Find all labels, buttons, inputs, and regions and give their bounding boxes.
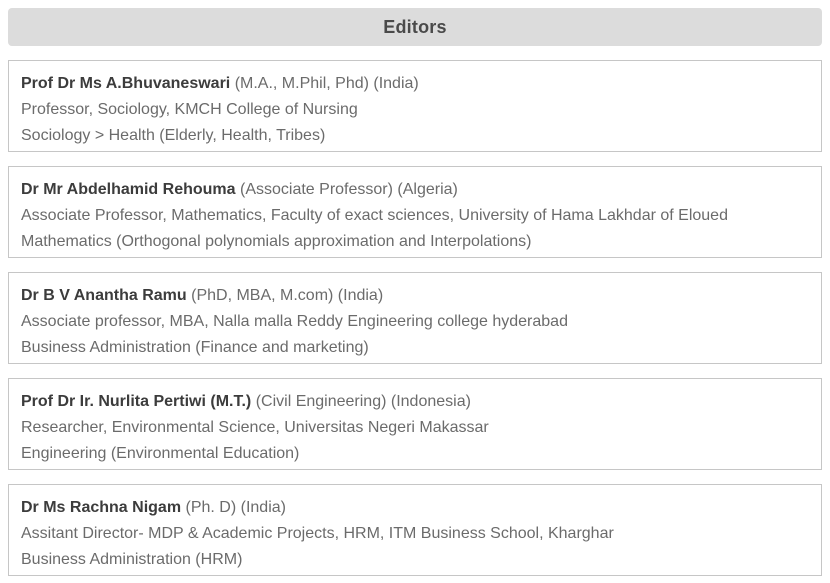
editor-card: Dr B V Anantha Ramu (PhD, MBA, M.com) (I… [8, 272, 822, 364]
editor-subjects: Mathematics (Orthogonal polynomials appr… [21, 233, 532, 250]
editor-qualifications: (Associate Professor) (Algeria) [240, 181, 458, 198]
editor-qualifications: (PhD, MBA, M.com) (India) [191, 287, 384, 304]
editor-name: Dr B V Anantha Ramu [21, 287, 187, 304]
editor-subjects: Business Administration (HRM) [21, 551, 243, 568]
editor-subjects: Sociology > Health (Elderly, Health, Tri… [21, 127, 326, 144]
editor-name-line: Dr B V Anantha Ramu (PhD, MBA, M.com) (I… [21, 283, 809, 309]
editor-card: Dr Ms Rachna Nigam (Ph. D) (India) Assit… [8, 484, 822, 576]
editor-qualifications: (Civil Engineering) (Indonesia) [255, 393, 471, 410]
page-title: Editors [383, 16, 447, 37]
editor-affiliation: Associate Professor, Mathematics, Facult… [21, 207, 728, 224]
editor-name: Prof Dr Ms A.Bhuvaneswari [21, 75, 231, 92]
editors-list: Prof Dr Ms A.Bhuvaneswari (M.A., M.Phil,… [8, 60, 822, 576]
editor-name-line: Dr Ms Rachna Nigam (Ph. D) (India) [21, 495, 809, 521]
editor-name-line: Prof Dr Ms A.Bhuvaneswari (M.A., M.Phil,… [21, 71, 809, 97]
editor-affiliation: Researcher, Environmental Science, Unive… [21, 419, 489, 436]
editor-subjects: Business Administration (Finance and mar… [21, 339, 369, 356]
editor-card: Prof Dr Ir. Nurlita Pertiwi (M.T.) (Civi… [8, 378, 822, 470]
page-title-bar: Editors [8, 8, 822, 46]
editor-name: Dr Mr Abdelhamid Rehouma [21, 181, 236, 198]
editor-affiliation: Associate professor, MBA, Nalla malla Re… [21, 313, 568, 330]
editor-qualifications: (Ph. D) (India) [185, 499, 286, 516]
editor-card: Prof Dr Ms A.Bhuvaneswari (M.A., M.Phil,… [8, 60, 822, 152]
editor-name-line: Prof Dr Ir. Nurlita Pertiwi (M.T.) (Civi… [21, 389, 809, 415]
editor-name: Dr Ms Rachna Nigam [21, 499, 182, 516]
editor-affiliation: Assitant Director- MDP & Academic Projec… [21, 525, 614, 542]
editor-subjects: Engineering (Environmental Education) [21, 445, 300, 462]
editor-qualifications: (M.A., M.Phil, Phd) (India) [234, 75, 419, 92]
editor-name: Prof Dr Ir. Nurlita Pertiwi (M.T.) [21, 393, 252, 410]
editor-affiliation: Professor, Sociology, KMCH College of Nu… [21, 101, 358, 118]
editor-card: Dr Mr Abdelhamid Rehouma (Associate Prof… [8, 166, 822, 258]
editor-name-line: Dr Mr Abdelhamid Rehouma (Associate Prof… [21, 177, 809, 203]
